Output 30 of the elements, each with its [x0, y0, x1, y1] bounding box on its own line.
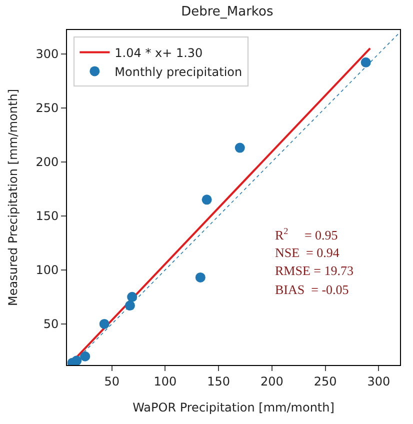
legend-label: 1.04 * x+ 1.30 — [114, 46, 203, 60]
point — [80, 351, 90, 362]
x-tick-label: 250 — [314, 374, 337, 388]
point — [360, 57, 371, 68]
x-tick-label: 100 — [154, 374, 177, 388]
y-axis-title: Measured Precipitation [mm/month] — [6, 89, 20, 306]
point — [234, 142, 245, 153]
x-tick-label: 50 — [104, 374, 120, 388]
y-tick-label: 250 — [36, 101, 59, 116]
point — [127, 292, 138, 302]
point — [72, 356, 82, 365]
y-tick-label: 200 — [36, 155, 59, 170]
y-tick-label: 300 — [36, 46, 59, 61]
annotation: BIAS = -0.05 — [275, 282, 349, 297]
x-tick-label: 200 — [260, 374, 284, 388]
annotation: RMSE = 19.73 — [275, 263, 354, 278]
point — [202, 194, 212, 205]
legend-label: Monthly precipitation — [114, 64, 242, 79]
x-tick-label: 150 — [207, 374, 230, 388]
text: R$^{2}$ = 0.95 — [275, 226, 338, 242]
point — [124, 300, 135, 311]
x-tick-label: 300 — [367, 374, 390, 388]
y-tick-label: 50 — [43, 317, 59, 332]
x-axis-title: WaPOR Precipitation [mm/month] — [132, 400, 334, 414]
y-tick-label: 150 — [36, 209, 59, 224]
point — [99, 318, 110, 329]
point — [195, 272, 206, 282]
annotation: NSE = 0.94 — [275, 245, 340, 260]
chart-title: Debre_Markos — [181, 4, 274, 20]
y-tick-label: 100 — [36, 263, 59, 278]
